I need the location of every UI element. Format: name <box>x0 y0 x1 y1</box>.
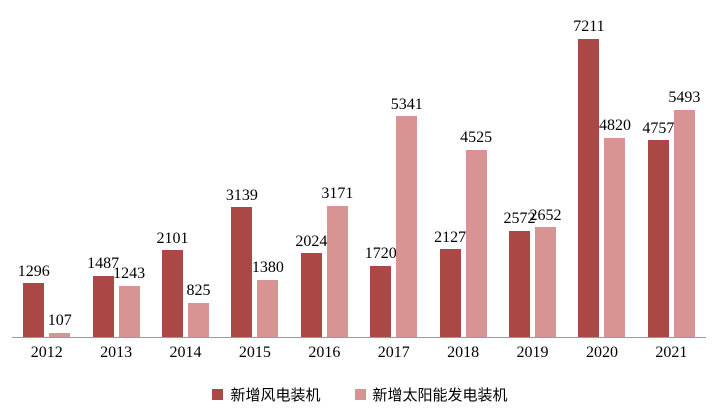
bar-value-label-wind-2020: 7211 <box>573 18 605 36</box>
bar-value-label-solar-2018: 4525 <box>460 129 493 147</box>
bar-value-label-wind-2013: 1487 <box>87 254 120 272</box>
bar-group-2015: 3139 1380 <box>220 0 289 337</box>
bar-value-label-solar-2012: 107 <box>47 312 72 329</box>
bar-solar-2018: 4525 <box>460 129 492 337</box>
bar-wind-2019: 2572 <box>504 210 536 337</box>
legend-item-wind: 新增风电装机 <box>212 384 321 405</box>
bar-value-label-solar-2017: 5341 <box>390 95 423 113</box>
bar-value-label-wind-2012: 1296 <box>17 262 50 280</box>
bar-value-label-solar-2013: 1243 <box>113 265 146 283</box>
bar-value-label-solar-2015: 1380 <box>251 259 284 277</box>
bar-group-2018: 2127 4525 <box>428 0 497 337</box>
legend-swatch-solar <box>354 389 366 400</box>
plot-area: 1296 107 1487 1243 2101 825 3139 1380 2024 3171 17… <box>12 0 706 338</box>
bar-solar-2020: 4820 <box>599 117 631 337</box>
bar-solar-2021: 5493 <box>668 89 700 337</box>
bar-wind-2015: 3139 <box>226 187 258 337</box>
bar-value-label-wind-2017: 1720 <box>364 245 397 263</box>
bar-value-label-wind-2015: 3139 <box>225 186 258 204</box>
bar-solar-2012: 107 <box>48 312 72 337</box>
x-axis-label-2019: 2019 <box>516 344 549 361</box>
bar-group-2012: 1296 107 <box>12 0 81 337</box>
bar-value-label-wind-2018: 2127 <box>434 228 467 246</box>
bar-solar-2019: 2652 <box>530 207 562 337</box>
bar-group-2013: 1487 1243 <box>81 0 150 337</box>
bar-value-label-wind-2021: 4757 <box>642 119 675 137</box>
bar-group-2020: 7211 4820 <box>567 0 636 337</box>
bar-group-2016: 2024 3171 <box>290 0 359 337</box>
bar-wind-2021: 4757 <box>642 120 674 337</box>
bar-wind-2014: 2101 <box>157 230 189 337</box>
legend-label-wind: 新增风电装机 <box>230 387 321 404</box>
x-axis-label-2017: 2017 <box>377 344 410 361</box>
x-axis-label-2012: 2012 <box>30 344 63 361</box>
x-axis-label-2021: 2021 <box>655 344 688 361</box>
bar-group-2014: 2101 825 <box>151 0 220 337</box>
bar-wind-2017: 1720 <box>365 245 397 337</box>
bar-value-label-wind-2014: 2101 <box>156 229 189 247</box>
x-axis-label-2014: 2014 <box>169 344 202 361</box>
bar-value-label-wind-2019: 2572 <box>503 210 536 228</box>
bar-wind-2020: 7211 <box>573 18 605 337</box>
bar-solar-2017: 5341 <box>391 96 423 337</box>
x-axis-label-2020: 2020 <box>585 344 618 361</box>
legend-item-solar: 新增太阳能发电装机 <box>354 384 508 405</box>
x-axis-label-2015: 2015 <box>238 344 271 361</box>
bar-value-label-solar-2021: 5493 <box>668 89 701 107</box>
bar-wind-2018: 2127 <box>434 229 466 337</box>
bar-wind-2012: 1296 <box>18 263 50 337</box>
bar-value-label-solar-2019: 2652 <box>529 206 562 224</box>
bar-solar-2015: 1380 <box>252 259 284 337</box>
x-axis-label-2018: 2018 <box>447 344 480 361</box>
bar-value-label-solar-2020: 4820 <box>598 117 631 135</box>
bar-group-2019: 2572 2652 <box>498 0 567 337</box>
bar-group-2017: 1720 5341 <box>359 0 428 337</box>
bar-solar-2016: 3171 <box>321 185 353 337</box>
bar-value-label-wind-2016: 2024 <box>295 232 328 250</box>
x-axis-label-2013: 2013 <box>100 344 133 361</box>
x-axis-labels: 2012 2013 2014 2015 2016 2017 2018 2019 2020 2021 <box>12 344 706 362</box>
bar-value-label-solar-2014: 825 <box>186 282 211 300</box>
x-axis-label-2016: 2016 <box>308 344 341 361</box>
bar-group-2021: 4757 5493 <box>637 0 706 337</box>
bar-value-label-solar-2016: 3171 <box>321 185 354 203</box>
bar-wind-2013: 1487 <box>87 255 119 337</box>
legend-swatch-wind <box>212 389 224 400</box>
bar-wind-2016: 2024 <box>295 233 327 337</box>
legend-label-solar: 新增太阳能发电装机 <box>372 387 508 404</box>
legend: 新增风电装机 新增太阳能发电装机 <box>0 384 720 405</box>
bar-solar-2013: 1243 <box>113 265 145 337</box>
bar-solar-2014: 825 <box>187 282 211 337</box>
